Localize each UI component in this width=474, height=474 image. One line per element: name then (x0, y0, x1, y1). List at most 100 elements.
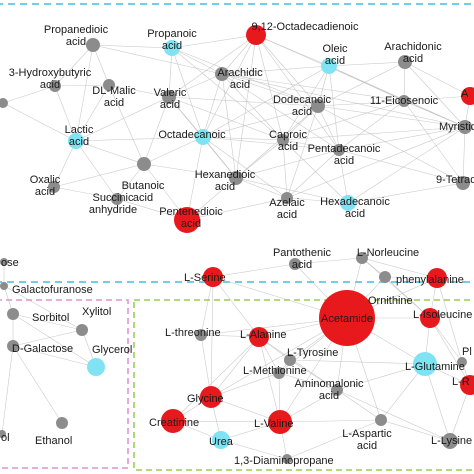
edge-azelaic-hexadecanoic (286, 197, 349, 204)
edge-phenylalanine-partial-pl (436, 277, 463, 363)
edge-l-tyrosine-aminomalonic (289, 359, 338, 391)
node-label-l-serine: L-Serine (184, 272, 226, 284)
node-label-ethanol: Ethanol (35, 435, 72, 447)
edge-propanedioic-lactic (75, 44, 94, 142)
node-succinic (111, 193, 123, 205)
edge-propanoic-octadecanoic (171, 47, 204, 138)
edge-propanedioic-hydroxybutyric (54, 44, 94, 87)
edge-valeric-dodecanoic (168, 96, 319, 107)
node-octadecanoic (195, 129, 211, 145)
node-caproic (277, 134, 289, 146)
node-l-aspartic (375, 414, 387, 426)
node-arachidonic (398, 55, 412, 69)
edge-hydroxybutyric-lactic (54, 85, 77, 142)
node-label-pantothenic: Pantothenic acid (273, 247, 332, 271)
edge-propanedioic-dl-malic (92, 44, 110, 86)
edge-propanoic-valeric (168, 47, 173, 98)
node-butanoic (137, 157, 151, 171)
edge-aminomalonic-l-aspartic (336, 389, 382, 421)
node-myristic (458, 120, 472, 134)
node-label-creatinine: Creatinine (149, 417, 199, 429)
edge-octadecanoic-butanoic (143, 136, 204, 165)
node-oleic (321, 58, 337, 74)
node-partial-left (0, 98, 8, 108)
node-partial-lr (460, 375, 474, 395)
edge-arachidonic-myristic (404, 61, 466, 128)
edge-octadecadienoic-hexanedioic (235, 34, 257, 179)
node-ose (0, 258, 8, 266)
edge-arachidic-valeric (168, 73, 223, 98)
edge-sorbitol-glycerol (12, 313, 97, 368)
node-l-tyrosine (284, 354, 296, 366)
edge-galactofuranose-xylitol (3, 285, 83, 331)
edge-eicosenoic-myristic (403, 100, 466, 128)
edge-pantothenic-l-norleucine (294, 257, 363, 265)
edge-propanoic-octadecadienoic (171, 34, 257, 49)
edge-butanoic-hexanedioic (143, 163, 237, 179)
edge-myristic-hexadecanoic (347, 126, 466, 204)
edge-dl-malic-lactic (75, 84, 110, 142)
node-partial-pl (457, 357, 467, 367)
edge-d-galactose-glycerol (12, 345, 97, 368)
edge-creatinine-l-valine (172, 420, 281, 423)
panel-amino (133, 299, 474, 471)
edge-caproic-pentadecanoic (282, 139, 340, 151)
node-label-urea: Urea (209, 436, 234, 448)
edge-d-galactose-ol (1, 345, 14, 435)
node-l-threonine (195, 329, 207, 341)
edge-propanoic-caproic (171, 47, 284, 141)
node-label-octadecadienoic: 9,12-Octadecadienoic (251, 21, 359, 33)
node-ol (0, 430, 6, 438)
node-l-lysine (442, 433, 458, 449)
node-label-oxalic: Oxalic acid (30, 174, 61, 198)
node-label-xylitol: Xylitol (82, 306, 111, 318)
edge-eicosenoic-pentadecanoic (338, 100, 405, 151)
edge-butanoic-succinic (116, 163, 145, 200)
node-pentadecanoic (333, 144, 345, 156)
node-hexanedioic (229, 171, 243, 185)
node-galactofuranose (0, 282, 8, 290)
edge-dl-malic-valeric (108, 84, 170, 98)
node-label-tetradec: 9-Tetradec (436, 174, 474, 186)
node-dodecanoic (311, 99, 325, 113)
node-label-acetamide: Acetamide (321, 313, 373, 325)
node-lactic (68, 133, 84, 149)
node-ornithine (379, 271, 391, 283)
edge-l-glutamine-aminomalonic (336, 363, 426, 391)
edge-oleic-arachidic (221, 65, 330, 75)
edge-l-alanine-l-valine (258, 336, 281, 423)
node-l-valine (268, 410, 292, 434)
panel-acids (0, 3, 474, 283)
edge-urea-diaminopropane (220, 439, 288, 460)
edge-hexanedioic-azelaic (235, 177, 288, 199)
node-labels: Propanedioic acid Propanoic acid 9,12-Octade… (1, 21, 474, 467)
node-pantothenic (289, 258, 301, 270)
edge-arachidonic-partial-a (404, 61, 471, 97)
node-label-galactofuranose: Galactofuranose (12, 284, 93, 296)
edge-arachidic-eicosenoic (221, 73, 405, 102)
edge-dodecanoic-tetradec (317, 105, 464, 184)
edge-pentadecanoic-azelaic (286, 149, 340, 199)
edge-myristic-azelaic (286, 126, 466, 199)
edge-octadecanoic-caproic (202, 136, 284, 141)
panel-sugars (0, 299, 129, 469)
edge-myristic-pentadecanoic (338, 126, 466, 151)
edge-l-tyrosine-l-glutamine (289, 359, 426, 365)
node-label-lactic: Lactic acid (65, 124, 94, 148)
node-label-l-glutamine: L-Glutamine (405, 361, 465, 373)
edge-l-aspartic-l-lysine (380, 419, 451, 442)
edge-valeric-caproic (168, 96, 284, 141)
node-l-norleucine (356, 252, 368, 264)
edge-l-alanine-glycine (210, 336, 260, 398)
node-label-l-aspartic: L-Aspartic acid (342, 428, 392, 452)
edge-arachidic-myristic (221, 73, 466, 128)
edge-butanoic-oxalic (53, 163, 145, 188)
edge-octadecadienoic-octadecanoic (202, 34, 257, 138)
edge-l-methionine-aminomalonic (278, 372, 338, 391)
edge-glycine-l-valine (210, 396, 281, 423)
node-label-diaminopropane: 1,3-Diaminopropane (234, 455, 334, 467)
node-label-sorbitol: Sorbitol (32, 312, 69, 324)
edge-eicosenoic-caproic (282, 100, 405, 141)
edge-oleic-caproic (282, 65, 330, 141)
